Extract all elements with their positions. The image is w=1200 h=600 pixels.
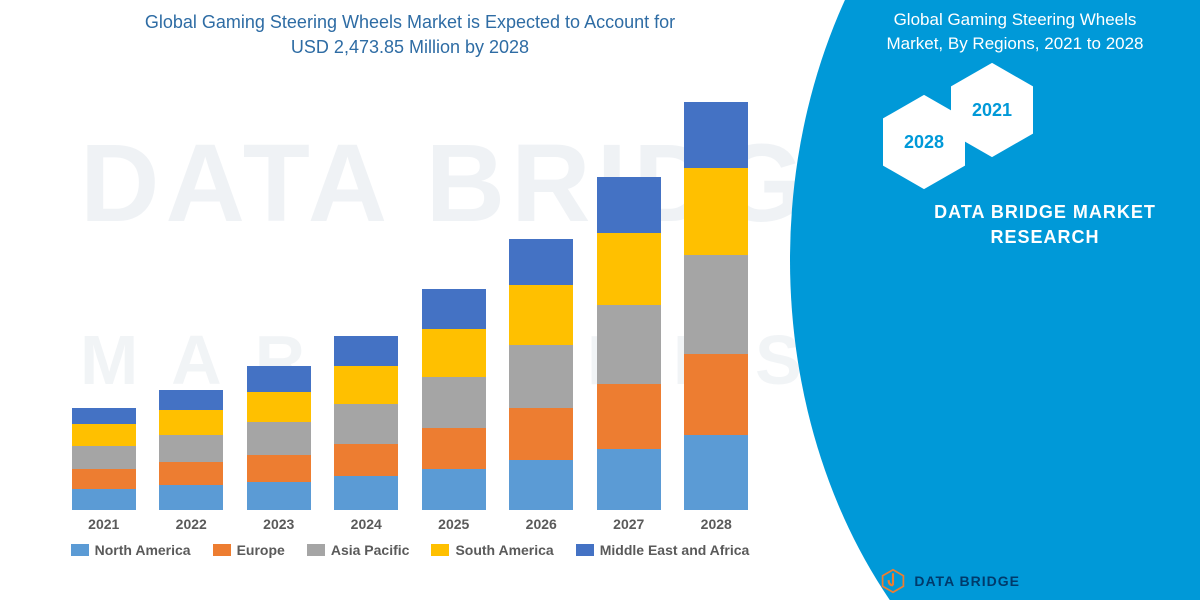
x-label: 2023 bbox=[247, 516, 311, 532]
x-axis-labels: 2021 2022 2023 2024 2025 2026 2027 2028 bbox=[50, 510, 770, 532]
bar-segment bbox=[422, 377, 486, 427]
bar-segment bbox=[159, 462, 223, 485]
bar-segment bbox=[684, 435, 748, 511]
chart-title-line2: USD 2,473.85 Million by 2028 bbox=[291, 37, 529, 57]
hex-label: 2028 bbox=[904, 132, 944, 153]
bar-segment bbox=[422, 469, 486, 510]
bar-2027 bbox=[597, 177, 661, 510]
bar-segment bbox=[509, 239, 573, 286]
chart-title: Global Gaming Steering Wheels Market is … bbox=[50, 10, 770, 60]
bar-segment bbox=[334, 404, 398, 444]
legend-item: Middle East and Africa bbox=[576, 542, 750, 558]
bar-segment bbox=[334, 476, 398, 510]
bar-segment bbox=[684, 168, 748, 254]
brand-line2: RESEARCH bbox=[990, 227, 1099, 247]
x-label: 2026 bbox=[509, 516, 573, 532]
bar-segment bbox=[509, 285, 573, 344]
bar-segment bbox=[509, 460, 573, 510]
legend-label: North America bbox=[95, 542, 191, 558]
bar-segment bbox=[334, 336, 398, 367]
bar-segment bbox=[684, 102, 748, 169]
right-panel-title: Global Gaming Steering Wheels Market, By… bbox=[850, 8, 1180, 56]
bar-2026 bbox=[509, 239, 573, 511]
x-label: 2028 bbox=[684, 516, 748, 532]
bar-segment bbox=[247, 422, 311, 454]
bar-segment bbox=[334, 444, 398, 476]
bar-segment bbox=[159, 435, 223, 462]
chart-area bbox=[50, 70, 770, 510]
x-label: 2027 bbox=[597, 516, 661, 532]
bar-segment bbox=[159, 390, 223, 410]
legend-label: Middle East and Africa bbox=[600, 542, 750, 558]
bar-segment bbox=[422, 289, 486, 329]
legend-swatch bbox=[71, 544, 89, 556]
brand-line1: DATA BRIDGE MARKET bbox=[934, 202, 1156, 222]
x-label: 2021 bbox=[72, 516, 136, 532]
right-title-line2: Market, By Regions, 2021 to 2028 bbox=[886, 34, 1143, 53]
bar-2028 bbox=[684, 102, 748, 511]
legend-item: Asia Pacific bbox=[307, 542, 410, 558]
bar-segment bbox=[684, 354, 748, 435]
bars-container bbox=[50, 70, 770, 510]
bar-segment bbox=[597, 449, 661, 510]
right-title-line1: Global Gaming Steering Wheels bbox=[894, 10, 1137, 29]
brand-text: DATA BRIDGE MARKET RESEARCH bbox=[910, 200, 1180, 250]
legend-label: South America bbox=[455, 542, 553, 558]
bar-2024 bbox=[334, 336, 398, 511]
legend-swatch bbox=[307, 544, 325, 556]
bar-segment bbox=[247, 366, 311, 391]
legend-label: Asia Pacific bbox=[331, 542, 410, 558]
legend-item: South America bbox=[431, 542, 553, 558]
chart-legend: North America Europe Asia Pacific South Ame… bbox=[50, 542, 770, 558]
legend-item: Europe bbox=[213, 542, 285, 558]
databridge-logo-icon bbox=[880, 568, 906, 594]
bar-2021 bbox=[72, 408, 136, 511]
legend-swatch bbox=[431, 544, 449, 556]
legend-item: North America bbox=[71, 542, 191, 558]
bar-segment bbox=[509, 345, 573, 408]
legend-swatch bbox=[576, 544, 594, 556]
bar-segment bbox=[72, 446, 136, 469]
bar-segment bbox=[422, 428, 486, 469]
x-label: 2024 bbox=[334, 516, 398, 532]
footer-logo: DATA BRIDGE bbox=[880, 568, 1020, 594]
bar-segment bbox=[422, 329, 486, 378]
bar-segment bbox=[597, 305, 661, 384]
bar-segment bbox=[72, 489, 136, 511]
bar-segment bbox=[72, 424, 136, 446]
legend-swatch bbox=[213, 544, 231, 556]
hex-label: 2021 bbox=[972, 100, 1012, 121]
x-label: 2022 bbox=[159, 516, 223, 532]
bar-segment bbox=[334, 366, 398, 404]
bar-segment bbox=[247, 392, 311, 423]
bar-segment bbox=[597, 177, 661, 233]
bar-segment bbox=[509, 408, 573, 460]
bar-segment bbox=[72, 408, 136, 424]
bar-segment bbox=[72, 469, 136, 489]
x-label: 2025 bbox=[422, 516, 486, 532]
chart-title-line1: Global Gaming Steering Wheels Market is … bbox=[145, 12, 675, 32]
bar-segment bbox=[597, 384, 661, 449]
year-hexagon: 2021 bbox=[948, 60, 1036, 160]
bar-segment bbox=[684, 255, 748, 354]
bar-segment bbox=[597, 233, 661, 305]
bar-segment bbox=[247, 455, 311, 482]
bar-2022 bbox=[159, 390, 223, 511]
right-panel: Global Gaming Steering Wheels Market, By… bbox=[790, 0, 1200, 600]
chart-panel: Global Gaming Steering Wheels Market is … bbox=[0, 0, 790, 600]
footer-logo-text: DATA BRIDGE bbox=[914, 573, 1020, 589]
bar-2023 bbox=[247, 366, 311, 510]
bar-segment bbox=[159, 410, 223, 435]
bar-segment bbox=[247, 482, 311, 511]
legend-label: Europe bbox=[237, 542, 285, 558]
bar-2025 bbox=[422, 289, 486, 510]
bar-segment bbox=[159, 485, 223, 510]
